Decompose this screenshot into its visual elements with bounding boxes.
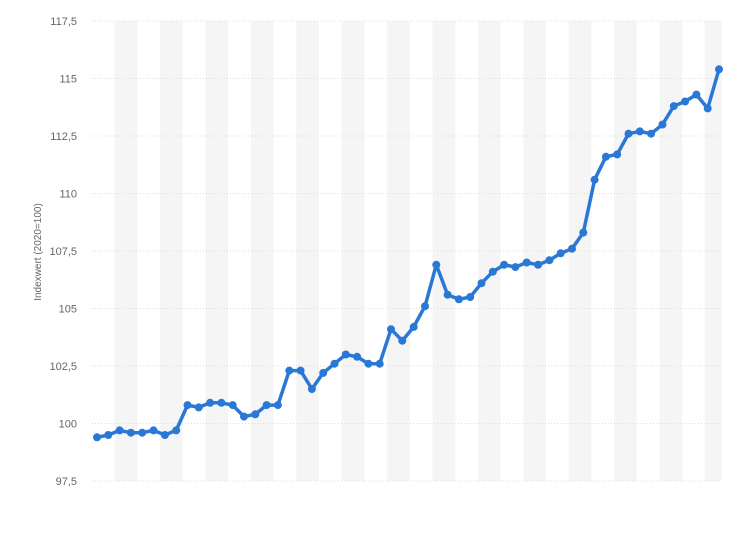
data-point[interactable] [556, 249, 565, 258]
data-point[interactable] [647, 129, 656, 138]
data-point[interactable] [149, 426, 158, 435]
column-bands [114, 21, 722, 481]
data-point[interactable] [228, 401, 237, 410]
data-point[interactable] [488, 267, 497, 276]
y-tick-label: 117,5 [50, 16, 77, 28]
data-point[interactable] [206, 398, 215, 407]
column-band [296, 21, 319, 481]
data-point[interactable] [692, 90, 701, 99]
data-point[interactable] [522, 258, 531, 267]
data-point[interactable] [251, 410, 260, 419]
column-band [114, 21, 138, 481]
data-point[interactable] [454, 295, 463, 304]
data-point[interactable] [635, 127, 644, 136]
data-point[interactable] [613, 150, 622, 159]
data-point[interactable] [194, 403, 203, 412]
data-point[interactable] [601, 152, 610, 161]
data-point[interactable] [443, 290, 452, 299]
y-tick-label: 107,5 [49, 246, 77, 258]
data-point[interactable] [183, 401, 192, 410]
y-axis-title: Indexwert (2020=100) [33, 203, 44, 301]
column-band [205, 21, 229, 481]
data-point[interactable] [669, 102, 678, 111]
data-point[interactable] [104, 431, 113, 439]
column-band [523, 21, 546, 481]
data-point[interactable] [421, 302, 429, 311]
data-point[interactable] [160, 431, 169, 439]
data-point[interactable] [579, 228, 588, 237]
data-point[interactable] [115, 426, 124, 435]
data-point[interactable] [658, 120, 667, 129]
data-point[interactable] [126, 428, 135, 437]
data-point[interactable] [545, 256, 554, 265]
data-point[interactable] [138, 428, 147, 437]
data-point[interactable] [296, 366, 305, 375]
column-band [160, 21, 183, 481]
data-point[interactable] [398, 336, 407, 345]
y-tick-label: 105 [59, 304, 77, 316]
data-point[interactable] [387, 325, 395, 334]
column-band [250, 21, 274, 481]
data-point[interactable] [624, 129, 633, 138]
y-tick-label: 102,5 [49, 361, 77, 373]
data-point[interactable] [273, 401, 282, 410]
data-point[interactable] [681, 97, 690, 106]
data-point[interactable] [534, 260, 543, 269]
y-tick-label: 110 [59, 189, 77, 201]
data-point[interactable] [364, 359, 373, 368]
data-point[interactable] [172, 426, 181, 435]
data-point[interactable] [262, 401, 271, 410]
data-point[interactable] [703, 104, 712, 113]
data-point[interactable] [93, 433, 101, 442]
data-point[interactable] [568, 244, 576, 253]
y-tick-label: 112,5 [50, 131, 77, 143]
data-point[interactable] [285, 366, 294, 375]
y-tick-label: 97,5 [56, 476, 77, 488]
data-point[interactable] [466, 293, 475, 301]
data-point[interactable] [590, 175, 599, 184]
gridlines [92, 20, 722, 482]
y-axis-ticks: 117,5 115 112,5 110 107,5 105 102,5 100 97,5 [49, 16, 77, 488]
data-point[interactable] [217, 398, 226, 407]
data-point[interactable] [330, 359, 339, 368]
data-point[interactable] [375, 359, 384, 368]
y-tick-label: 100 [59, 419, 77, 431]
data-point[interactable] [341, 350, 350, 359]
data-point[interactable] [511, 263, 520, 272]
data-point[interactable] [409, 322, 418, 331]
data-point[interactable] [477, 279, 486, 288]
data-points [93, 65, 723, 442]
data-point[interactable] [240, 412, 248, 421]
data-point[interactable] [307, 385, 316, 393]
data-point[interactable] [319, 368, 328, 377]
data-point[interactable] [432, 260, 441, 269]
data-point[interactable] [500, 260, 509, 269]
column-band [568, 21, 592, 481]
data-point[interactable] [715, 65, 723, 74]
data-point[interactable] [353, 352, 362, 361]
y-tick-label: 115 [59, 74, 77, 86]
